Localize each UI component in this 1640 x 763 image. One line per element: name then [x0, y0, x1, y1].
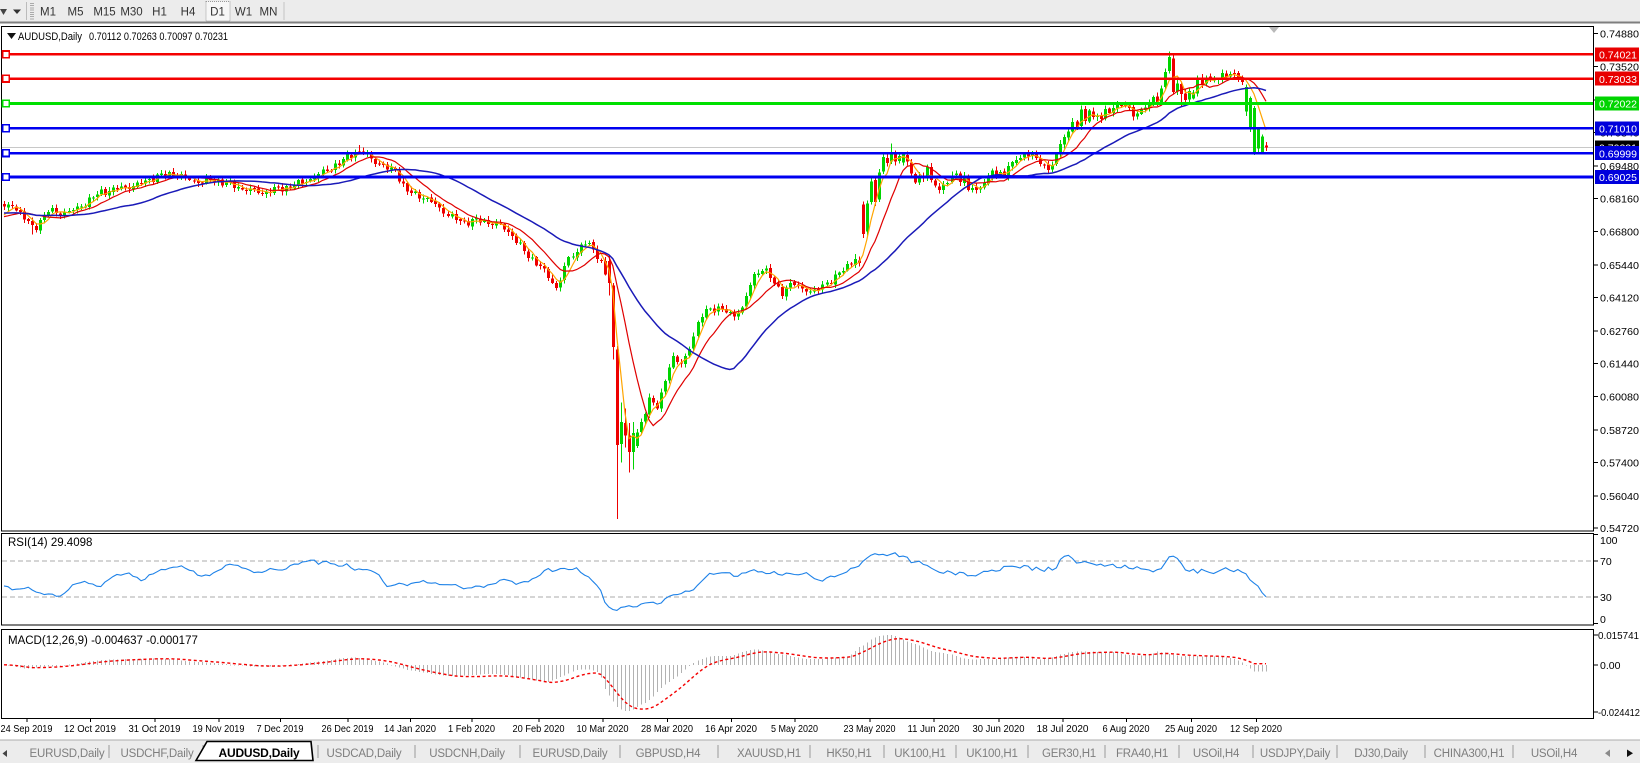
svg-text:GER30,H1: GER30,H1 [1042, 748, 1096, 760]
svg-text:AUDUSD,Daily: AUDUSD,Daily [219, 746, 300, 760]
svg-text:M5: M5 [68, 7, 84, 19]
svg-text:30 Jun 2020: 30 Jun 2020 [973, 723, 1025, 735]
svg-text:USDCAD,Daily: USDCAD,Daily [327, 748, 402, 760]
svg-text:UK100,H1: UK100,H1 [966, 748, 1017, 760]
svg-text:0.58720: 0.58720 [1600, 425, 1639, 437]
svg-text:0.68160: 0.68160 [1600, 193, 1639, 205]
svg-text:0.73033: 0.73033 [1599, 74, 1637, 86]
svg-text:0.73520: 0.73520 [1600, 62, 1639, 74]
svg-text:20 Feb 2020: 20 Feb 2020 [513, 723, 565, 735]
svg-text:0.61440: 0.61440 [1600, 358, 1639, 370]
svg-text:1 Feb 2020: 1 Feb 2020 [448, 723, 495, 735]
svg-text:FRA40,H1: FRA40,H1 [1116, 748, 1168, 760]
svg-text:7 Dec 2019: 7 Dec 2019 [257, 723, 304, 735]
svg-text:USOil,H4: USOil,H4 [1531, 748, 1578, 760]
svg-text:HK50,H1: HK50,H1 [826, 748, 871, 760]
svg-text:0.015741: 0.015741 [1598, 630, 1639, 642]
svg-text:12 Sep 2020: 12 Sep 2020 [1230, 723, 1282, 735]
svg-text:0.56040: 0.56040 [1600, 491, 1639, 503]
svg-text:0.69999: 0.69999 [1599, 148, 1637, 160]
svg-text:26 Dec 2019: 26 Dec 2019 [322, 723, 374, 735]
svg-text:EURUSD,Daily: EURUSD,Daily [30, 748, 105, 760]
svg-text:DJ30,Daily: DJ30,Daily [1354, 748, 1408, 760]
svg-text:M30: M30 [120, 7, 142, 19]
svg-text:0.57400: 0.57400 [1600, 457, 1639, 469]
svg-text:UK100,H1: UK100,H1 [894, 748, 945, 760]
svg-text:0.66800: 0.66800 [1600, 227, 1639, 239]
svg-text:-0.024412: -0.024412 [1598, 707, 1640, 719]
svg-text:10 Mar 2020: 10 Mar 2020 [577, 723, 629, 735]
svg-text:H1: H1 [152, 7, 167, 19]
svg-text:XAUUSD,H1: XAUUSD,H1 [737, 748, 801, 760]
svg-text:70: 70 [1600, 556, 1612, 568]
svg-text:M1: M1 [40, 7, 56, 19]
svg-text:0.60080: 0.60080 [1600, 392, 1639, 404]
svg-text:CHINA300,H1: CHINA300,H1 [1434, 748, 1505, 760]
svg-text:28 Mar 2020: 28 Mar 2020 [641, 723, 693, 735]
svg-text:25 Aug 2020: 25 Aug 2020 [1165, 723, 1217, 735]
svg-text:GBPUSD,H4: GBPUSD,H4 [636, 748, 701, 760]
svg-text:6 Aug 2020: 6 Aug 2020 [1103, 723, 1150, 735]
svg-text:USDCHF,Daily: USDCHF,Daily [121, 748, 194, 760]
svg-text:M15: M15 [93, 7, 115, 19]
svg-text:USDCNH,Daily: USDCNH,Daily [429, 748, 505, 760]
svg-text:0.74021: 0.74021 [1599, 50, 1637, 62]
svg-text:0.70112 0.70263 0.70097 0.7023: 0.70112 0.70263 0.70097 0.70231 [89, 31, 228, 43]
svg-text:RSI(14) 29.4098: RSI(14) 29.4098 [8, 537, 92, 549]
svg-text:H4: H4 [181, 7, 196, 19]
svg-text:W1: W1 [235, 7, 252, 19]
svg-text:0.54720: 0.54720 [1600, 523, 1639, 535]
svg-text:24 Sep 2019: 24 Sep 2019 [1, 723, 53, 735]
svg-text:AUDUSD,Daily: AUDUSD,Daily [18, 31, 82, 43]
svg-text:USDJPY,Daily: USDJPY,Daily [1260, 748, 1331, 760]
svg-text:EURUSD,Daily: EURUSD,Daily [533, 748, 608, 760]
svg-text:MN: MN [260, 7, 278, 19]
svg-text:0.69025: 0.69025 [1599, 172, 1637, 184]
svg-text:11 Jun 2020: 11 Jun 2020 [908, 723, 960, 735]
svg-text:USOil,H4: USOil,H4 [1193, 748, 1240, 760]
svg-text:14 Jan 2020: 14 Jan 2020 [384, 723, 436, 735]
svg-text:0.74880: 0.74880 [1600, 28, 1639, 40]
svg-text:0.71010: 0.71010 [1599, 124, 1637, 136]
svg-text:5 May 2020: 5 May 2020 [771, 723, 818, 735]
svg-text:19 Nov 2019: 19 Nov 2019 [193, 723, 245, 735]
svg-text:100: 100 [1600, 535, 1618, 547]
svg-text:16 Apr 2020: 16 Apr 2020 [705, 723, 757, 735]
svg-text:18 Jul 2020: 18 Jul 2020 [1037, 723, 1089, 735]
svg-text:30: 30 [1600, 592, 1612, 604]
svg-text:0.65440: 0.65440 [1600, 260, 1639, 272]
svg-text:31 Oct 2019: 31 Oct 2019 [129, 723, 181, 735]
svg-text:0.00: 0.00 [1600, 660, 1621, 672]
svg-text:12 Oct 2019: 12 Oct 2019 [64, 723, 116, 735]
svg-text:D1: D1 [210, 7, 225, 19]
svg-text:0.69480: 0.69480 [1600, 161, 1639, 173]
svg-text:0.72022: 0.72022 [1599, 99, 1637, 111]
svg-text:0: 0 [1600, 614, 1606, 626]
svg-text:0.62760: 0.62760 [1600, 326, 1639, 338]
svg-text:MACD(12,26,9) -0.004637 -0.000: MACD(12,26,9) -0.004637 -0.000177 [8, 635, 198, 647]
svg-text:0.64120: 0.64120 [1600, 293, 1639, 305]
svg-text:23 May 2020: 23 May 2020 [844, 723, 896, 735]
